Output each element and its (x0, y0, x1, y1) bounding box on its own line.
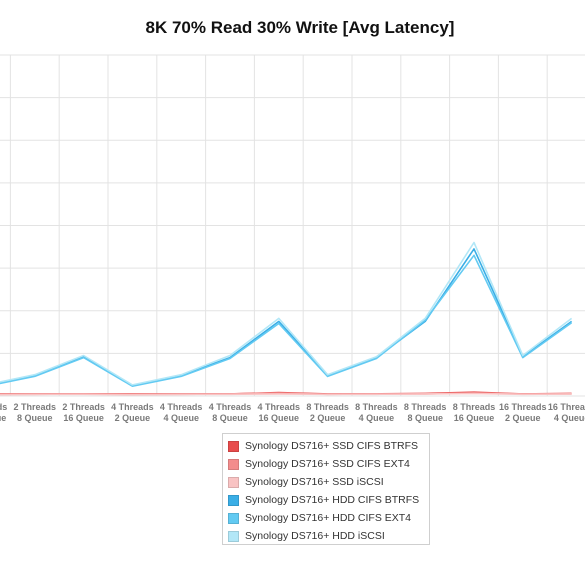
x-tick-label: 16 Threads 2 Queue (499, 402, 547, 423)
legend-item[interactable]: Synology DS716+ HDD CIFS EXT4 (228, 509, 429, 527)
series-line-6 (0, 241, 573, 386)
chart-legend: Synology DS716+ SSD CIFS BTRFS Synology D… (222, 433, 430, 545)
legend-swatch (228, 494, 239, 506)
legend-swatch (228, 458, 239, 470)
legend-item[interactable]: Synology DS716+ SSD CIFS EXT4 (228, 455, 429, 473)
x-tick-label: 4 Threads 2 Queue (111, 402, 154, 423)
x-tick-label: 8 Threads 2 Queue (306, 402, 349, 423)
legend-item[interactable]: Synology DS716+ SSD iSCSI (228, 473, 429, 491)
legend-swatch (228, 530, 239, 542)
x-tick-label: 2 Threads 16 Queue (62, 402, 105, 423)
legend-swatch (228, 476, 239, 488)
legend-label: Synology DS716+ SSD CIFS BTRFS (245, 440, 419, 452)
legend-item[interactable]: Synology DS716+ SSD CIFS BTRFS (228, 437, 429, 455)
legend-label: Synology DS716+ SSD iSCSI (245, 476, 384, 488)
legend-swatch (228, 512, 239, 524)
legend-label: Synology DS716+ SSD CIFS EXT4 (245, 458, 410, 470)
x-tick-label: 8 Threads 16 Queue (453, 402, 496, 423)
legend-label: Synology DS716+ HDD CIFS BTRFS (245, 494, 420, 506)
chart-grid (0, 54, 585, 397)
series-line-3 (0, 392, 572, 396)
x-tick-label: 4 Threads 16 Queue (258, 402, 301, 423)
legend-item[interactable]: Synology DS716+ HDD iSCSI (228, 527, 429, 545)
legend-swatch (228, 440, 239, 452)
x-tick-label: 4 Threads 8 Queue (209, 402, 252, 423)
x-tick-label: 8 Threads 8 Queue (404, 402, 447, 423)
legend-label: Synology DS716+ HDD CIFS EXT4 (245, 512, 412, 524)
legend-item[interactable]: Synology DS716+ HDD CIFS BTRFS (228, 491, 429, 509)
chart-title: 8K 70% Read 30% Write [Avg Latency] (145, 18, 455, 37)
x-tick-label: 4 Threads 4 Queue (160, 402, 203, 423)
x-tick-label: 8 Threads 4 Queue (355, 402, 398, 423)
series-line-5 (0, 254, 573, 388)
x-tick-label: 2 Threads 8 Queue (14, 402, 57, 423)
legend-label: Synology DS716+ HDD iSCSI (245, 530, 385, 542)
chart-series (0, 241, 573, 396)
